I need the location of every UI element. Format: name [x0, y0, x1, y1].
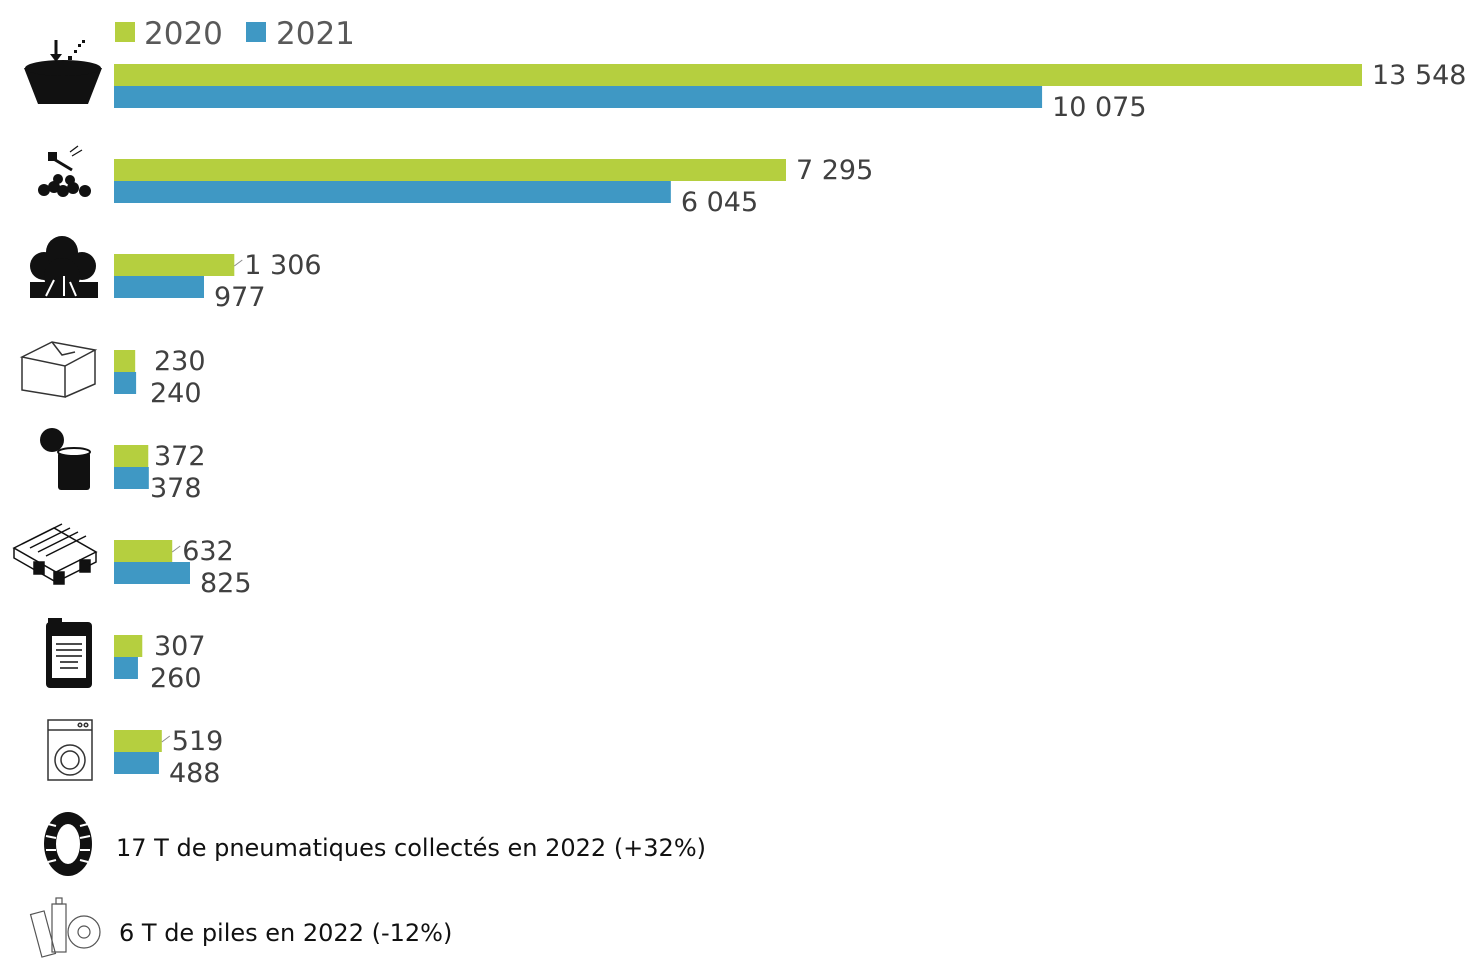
green-waste-icon: [30, 236, 98, 298]
value-label-2020-metal: 372: [154, 441, 206, 472]
value-label-2020-rubble: 7 295: [796, 155, 873, 186]
legend-swatch-2020: [115, 22, 135, 42]
bar-2020-rubble: [114, 159, 786, 181]
bar-2020-wooden-pallet: [114, 540, 173, 562]
bar-2021-chemical-canister: [114, 657, 138, 679]
value-label-2021-wooden-pallet: 825: [200, 568, 252, 599]
value-label-2021-cardboard: 240: [150, 378, 202, 409]
value-label-2020-bulky-waste: 13 548: [1372, 60, 1465, 91]
value-label-2020-chemical-canister: 307: [154, 631, 206, 662]
bars-group: [114, 64, 1362, 774]
bar-2020-appliance: [114, 730, 162, 752]
bar-2021-appliance: [114, 752, 159, 774]
bar-2021-green-waste: [114, 276, 204, 298]
tire-icon: [44, 812, 92, 876]
value-label-2020-green-waste: 1 306: [244, 250, 321, 281]
cardboard-icon: [19, 341, 98, 398]
leader-line-wooden-pallet: [171, 545, 181, 553]
leader-line-green-waste: [234, 259, 243, 267]
value-label-2021-bulky-waste: 10 075: [1052, 92, 1146, 123]
legend: 2020 2021: [115, 16, 355, 52]
metal-icon: [40, 428, 91, 490]
leader-lines-group: [161, 259, 243, 743]
bar-2020-chemical-canister: [114, 635, 143, 657]
bar-2021-wooden-pallet: [114, 562, 190, 584]
batteries-note: 6 T de piles en 2022 (-12%): [119, 919, 453, 947]
value-labels-group: 13 548 7 295 1 306 230 372 632 307 519 10 075 6 0…: [150, 60, 1465, 789]
value-label-2021-chemical-canister: 260: [150, 663, 202, 694]
wooden-pallet-icon: [12, 523, 98, 585]
bar-2021-rubble: [114, 181, 671, 203]
value-label-2020-cardboard: 230: [154, 346, 206, 377]
bar-2021-bulky-waste: [114, 86, 1043, 108]
value-label-2021-metal: 378: [150, 473, 202, 504]
batteries-icon: [29, 897, 101, 958]
bar-2020-bulky-waste: [114, 64, 1362, 86]
value-label-2021-rubble: 6 045: [681, 187, 758, 218]
legend-swatch-2021: [246, 22, 266, 42]
rubble-icon: [38, 145, 91, 197]
value-label-2021-appliance: 488: [169, 758, 221, 789]
bar-2020-metal: [114, 445, 149, 467]
appliance-icon: [47, 719, 93, 781]
legend-label-2021: 2021: [276, 16, 355, 52]
bulky-waste-icon: [24, 40, 102, 104]
leader-line-appliance: [161, 735, 171, 743]
chemical-canister-icon: [46, 618, 92, 688]
legend-label-2020: 2020: [144, 16, 223, 52]
bar-2020-green-waste: [114, 254, 235, 276]
bar-2021-metal: [114, 467, 149, 489]
tire-note: 17 T de pneumatiques collectés en 2022 (…: [116, 834, 706, 862]
value-label-2021-green-waste: 977: [214, 282, 266, 313]
value-label-2020-wooden-pallet: 632: [182, 536, 234, 567]
value-label-2020-appliance: 519: [172, 726, 224, 757]
bar-2020-cardboard: [114, 350, 136, 372]
bar-2021-cardboard: [114, 372, 137, 394]
